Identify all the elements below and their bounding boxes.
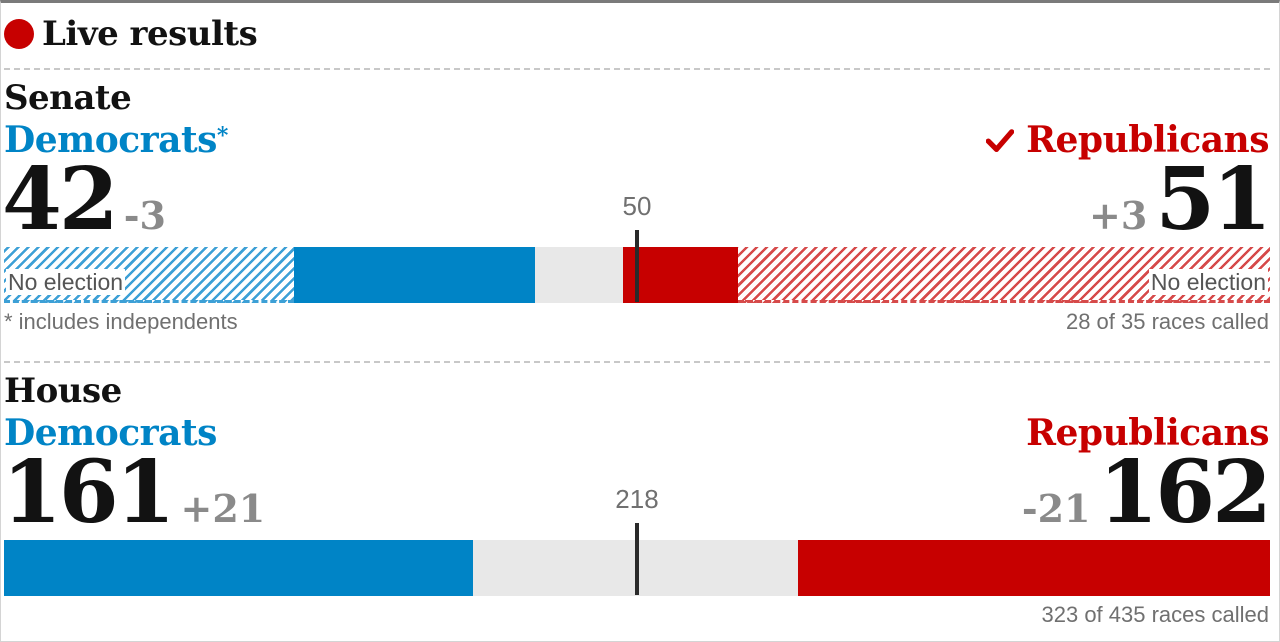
live-results-title: Live results bbox=[42, 14, 258, 54]
senate-dem-seat-count: 42 bbox=[2, 149, 119, 250]
senate-rep-seats: +3 51 bbox=[1081, 149, 1272, 250]
house-majority-marker bbox=[635, 523, 639, 595]
senate-no-election-left: No election bbox=[6, 269, 126, 295]
live-indicator-icon bbox=[4, 19, 34, 49]
divider bbox=[4, 361, 1270, 363]
house-rep-won-segment bbox=[798, 540, 1270, 596]
house-rep-seat-count: 162 bbox=[1098, 442, 1272, 543]
house-dem-won-segment bbox=[4, 540, 473, 596]
checkmark-icon bbox=[986, 129, 1015, 152]
house-republicans-name: Republicans bbox=[1026, 412, 1269, 454]
house-dem-seats: 161 +21 bbox=[2, 442, 273, 543]
independents-asterisk: * bbox=[216, 123, 229, 149]
house-democrats-label: Democrats bbox=[4, 412, 217, 454]
senate-rep-seat-count: 51 bbox=[1155, 149, 1272, 250]
senate-rep-change: +3 bbox=[1089, 193, 1148, 238]
senate-section: Senate Democrats* Republicans 42 -3 +3 5… bbox=[0, 78, 1280, 348]
senate-dem-not-up-segment: No election bbox=[4, 247, 294, 303]
house-republicans-label: Republicans bbox=[1026, 413, 1269, 453]
house-seat-bar bbox=[4, 540, 1270, 596]
senate-dem-change: -3 bbox=[123, 193, 166, 238]
house-dem-seat-count: 161 bbox=[2, 442, 176, 543]
senate-republicans-name: Republicans bbox=[1026, 119, 1269, 161]
house-dem-change: +21 bbox=[180, 486, 266, 531]
house-section: House Democrats Republicans 161 +21 -21 … bbox=[0, 371, 1280, 641]
senate-republicans-label: Republicans bbox=[986, 120, 1269, 160]
senate-majority-label: 50 bbox=[622, 191, 652, 221]
senate-majority-marker bbox=[635, 230, 639, 302]
senate-dem-seats: 42 -3 bbox=[2, 149, 174, 250]
senate-democrats-label: Democrats* bbox=[4, 120, 228, 160]
senate-democrats-name: Democrats bbox=[4, 119, 217, 161]
house-majority-label: 218 bbox=[615, 484, 659, 514]
divider bbox=[4, 68, 1270, 70]
senate-footnote: * includes independents bbox=[4, 309, 238, 334]
senate-title: Senate bbox=[4, 78, 132, 118]
senate-rep-won-segment bbox=[623, 247, 738, 303]
senate-races-called: 28 of 35 races called bbox=[1065, 309, 1269, 334]
senate-dem-won-segment bbox=[294, 247, 535, 303]
house-rep-change: -21 bbox=[1021, 486, 1091, 531]
live-header: Live results bbox=[4, 12, 258, 56]
house-races-called: 323 of 435 races called bbox=[1041, 602, 1270, 627]
senate-no-election-right: No election bbox=[1148, 269, 1268, 295]
house-title: House bbox=[4, 371, 122, 411]
house-rep-seats: -21 162 bbox=[1014, 442, 1272, 543]
senate-rep-not-up-segment: No election bbox=[738, 247, 1270, 303]
